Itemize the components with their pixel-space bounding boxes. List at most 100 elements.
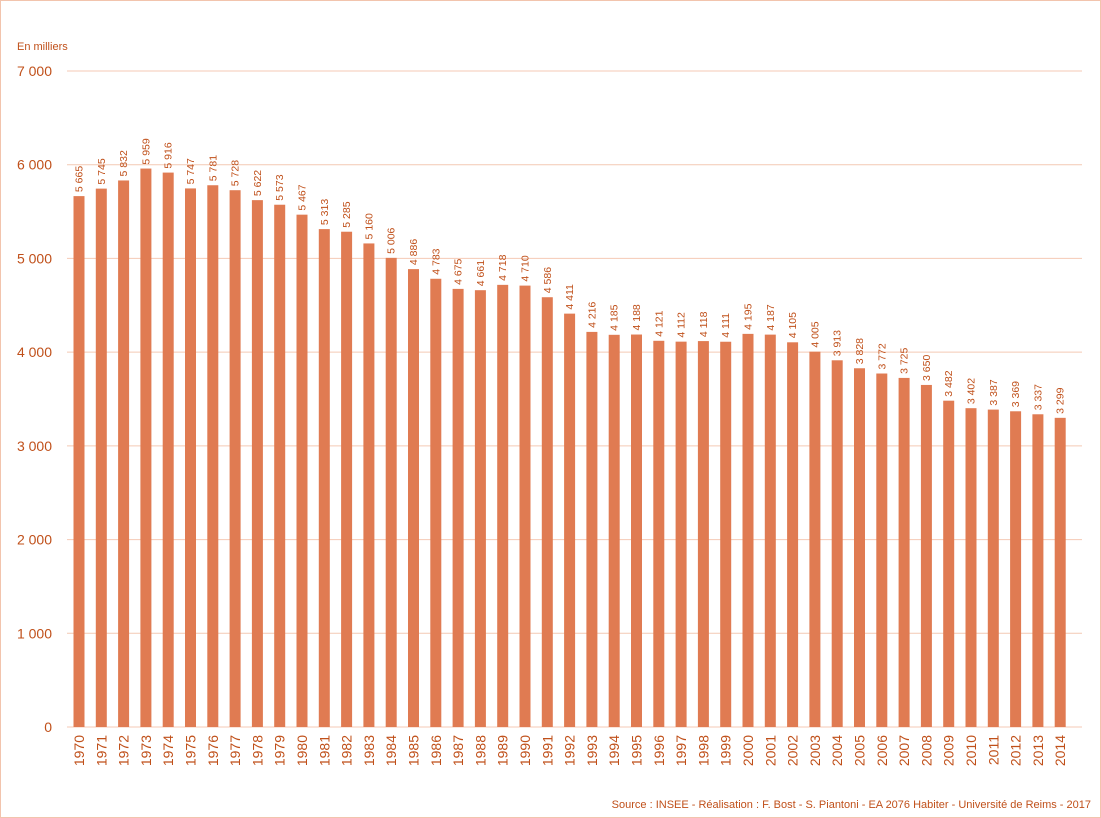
x-tick-label: 2004 — [829, 735, 845, 766]
y-tick-label: 7 000 — [17, 63, 52, 79]
bar — [764, 334, 776, 727]
bar — [318, 229, 330, 727]
x-tick-label: 2001 — [762, 735, 778, 766]
x-tick-label: 2005 — [852, 735, 868, 766]
data-label: 4 185 — [609, 304, 621, 330]
bar — [185, 188, 196, 727]
bar — [251, 200, 263, 727]
data-label: 5 665 — [74, 166, 86, 192]
bar — [341, 231, 353, 727]
bars — [73, 168, 1066, 728]
y-axis-ticks: 0 1 000 2 000 3 000 4 000 5 000 6 000 7 000 — [17, 63, 52, 735]
bar — [854, 368, 865, 727]
bar — [742, 333, 754, 727]
x-tick-label: 1975 — [183, 735, 199, 766]
data-label: 5 467 — [297, 184, 309, 210]
bar — [363, 243, 375, 728]
x-tick-label: 1983 — [361, 735, 377, 766]
bar — [229, 190, 241, 727]
x-tick-label: 1974 — [160, 735, 176, 766]
x-tick-label: 2010 — [963, 735, 979, 766]
x-tick-label: 2008 — [918, 735, 934, 766]
data-label: 4 586 — [542, 267, 554, 293]
bar — [965, 408, 977, 727]
y-tick-label: 1 000 — [17, 625, 52, 641]
x-tick-label: 1992 — [562, 735, 578, 766]
x-tick-label: 1995 — [629, 735, 645, 766]
data-label: 3 337 — [1032, 384, 1044, 410]
x-tick-label: 1986 — [428, 735, 444, 766]
x-tick-label: 1991 — [539, 735, 555, 766]
bar — [474, 290, 486, 727]
bar — [920, 384, 932, 727]
data-label: 5 959 — [140, 138, 152, 164]
x-tick-label: 2003 — [807, 735, 823, 766]
data-label: 4 886 — [408, 239, 420, 265]
x-tick-label: 1990 — [517, 735, 533, 766]
data-label: 5 006 — [386, 227, 398, 253]
bar — [1054, 417, 1066, 727]
y-tick-label: 5 000 — [17, 250, 52, 266]
x-tick-label: 1999 — [718, 735, 734, 766]
x-tick-label: 1988 — [472, 735, 488, 766]
bar — [140, 168, 152, 727]
data-label: 5 285 — [341, 201, 353, 227]
data-label: 5 747 — [185, 158, 197, 184]
x-tick-label: 1997 — [673, 735, 689, 766]
x-tick-label: 1976 — [205, 735, 221, 766]
x-tick-label: 2000 — [740, 735, 756, 766]
bar — [943, 400, 955, 727]
data-label: 4 105 — [787, 312, 799, 338]
data-label: 3 299 — [1055, 387, 1067, 413]
data-labels: 5 665 5 745 5 832 5 959 5 916 5 747 5 781 5 728… — [74, 138, 1067, 414]
bar — [608, 334, 620, 727]
data-label: 5 313 — [319, 199, 331, 225]
y-tick-label: 2 000 — [17, 532, 52, 548]
data-label: 3 913 — [832, 330, 844, 356]
data-label: 5 832 — [118, 150, 130, 176]
data-label: 4 195 — [743, 303, 755, 329]
bar — [274, 204, 286, 727]
bar — [787, 342, 799, 727]
x-tick-label: 2013 — [1030, 735, 1046, 766]
data-label: 5 781 — [207, 155, 219, 181]
x-tick-label: 1977 — [227, 735, 243, 766]
x-tick-label: 1971 — [93, 735, 109, 766]
x-tick-label: 1972 — [116, 735, 132, 766]
y-tick-label: 4 000 — [17, 344, 52, 360]
bar — [898, 377, 910, 727]
x-tick-label: 1982 — [339, 735, 355, 766]
data-label: 4 188 — [631, 304, 643, 330]
data-label: 4 718 — [497, 254, 509, 280]
data-label: 3 387 — [988, 379, 1000, 405]
x-tick-label: 1980 — [294, 735, 310, 766]
bar — [497, 284, 509, 727]
x-tick-label: 1981 — [316, 735, 332, 766]
bar — [675, 341, 687, 727]
y-tick-label: 3 000 — [17, 438, 52, 454]
x-tick-label: 1973 — [138, 735, 154, 766]
data-label: 4 661 — [475, 260, 487, 286]
bar — [720, 341, 732, 727]
bar — [586, 331, 598, 727]
bar — [831, 360, 843, 727]
data-label: 4 216 — [586, 301, 598, 327]
data-label: 3 828 — [854, 338, 866, 364]
data-label: 4 783 — [430, 248, 442, 274]
x-tick-label: 2002 — [785, 735, 801, 766]
data-label: 4 187 — [765, 304, 777, 330]
source-note: Source : INSEE - Réalisation : F. Bost -… — [612, 799, 1091, 811]
data-label: 3 482 — [943, 370, 955, 396]
bar — [631, 334, 642, 727]
x-tick-label: 1970 — [71, 735, 87, 766]
x-tick-label: 1984 — [383, 735, 399, 766]
x-tick-label: 2007 — [896, 735, 912, 766]
bar — [95, 188, 107, 727]
bar — [564, 313, 576, 727]
data-label: 4 710 — [520, 255, 532, 281]
x-tick-label: 1994 — [606, 735, 622, 766]
y-tick-label: 6 000 — [17, 157, 52, 173]
x-tick-label: 1987 — [450, 735, 466, 766]
x-tick-label: 1979 — [272, 735, 288, 766]
